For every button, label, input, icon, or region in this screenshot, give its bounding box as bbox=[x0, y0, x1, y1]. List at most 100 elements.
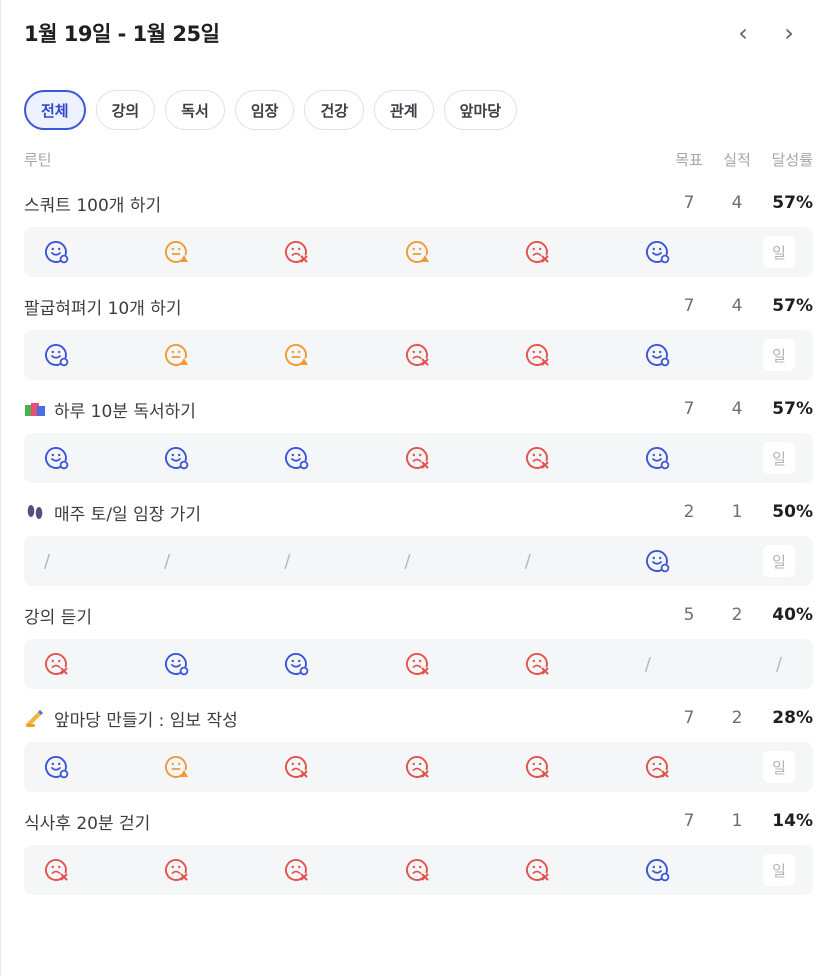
day-cell[interactable]: / bbox=[40, 551, 160, 572]
face-done-icon[interactable] bbox=[645, 857, 671, 883]
routine-header[interactable]: 매주 토/일 임장 가기 2 1 50% bbox=[24, 488, 813, 536]
sunday-box[interactable]: 일 bbox=[763, 854, 796, 886]
face-done-icon[interactable] bbox=[44, 754, 70, 780]
face-fail-icon[interactable] bbox=[164, 857, 190, 883]
sunday-box[interactable]: 일 bbox=[763, 751, 796, 783]
sunday-box[interactable]: 일 bbox=[763, 339, 796, 371]
face-fail-icon[interactable] bbox=[284, 754, 310, 780]
day-cell[interactable] bbox=[401, 342, 521, 368]
tab-6[interactable]: 앞마당 bbox=[443, 90, 518, 130]
day-cell[interactable] bbox=[401, 445, 521, 471]
sunday-box[interactable]: 일 bbox=[763, 442, 796, 474]
tab-0[interactable]: 전체 bbox=[24, 90, 86, 130]
face-done-icon[interactable] bbox=[44, 239, 70, 265]
day-cell[interactable] bbox=[160, 239, 280, 265]
face-fail-icon[interactable] bbox=[284, 857, 310, 883]
day-cell[interactable] bbox=[521, 342, 641, 368]
day-cell[interactable]: / bbox=[761, 654, 797, 675]
day-cell[interactable]: / bbox=[401, 551, 521, 572]
face-done-icon[interactable] bbox=[44, 342, 70, 368]
face-fail-icon[interactable] bbox=[525, 754, 551, 780]
day-cell[interactable] bbox=[160, 651, 280, 677]
face-partial-icon[interactable] bbox=[164, 754, 190, 780]
prev-week-button[interactable]: ‹ bbox=[738, 19, 748, 47]
face-fail-icon[interactable] bbox=[525, 239, 551, 265]
face-partial-icon[interactable] bbox=[405, 239, 431, 265]
tab-3[interactable]: 임장 bbox=[234, 90, 295, 130]
routine-header[interactable]: 하루 10분 독서하기 7 4 57% bbox=[24, 385, 813, 433]
day-cell[interactable] bbox=[401, 239, 521, 265]
day-cell[interactable]: / bbox=[521, 551, 641, 572]
face-fail-icon[interactable] bbox=[44, 857, 70, 883]
face-done-icon[interactable] bbox=[645, 548, 671, 574]
day-cell[interactable] bbox=[160, 857, 280, 883]
routine-header[interactable]: 앞마당 만들기 : 임보 작성 7 2 28% bbox=[24, 694, 813, 742]
day-cell[interactable] bbox=[40, 651, 160, 677]
face-partial-icon[interactable] bbox=[284, 342, 310, 368]
face-done-icon[interactable] bbox=[284, 445, 310, 471]
day-cell[interactable] bbox=[280, 857, 400, 883]
day-cell[interactable] bbox=[280, 754, 400, 780]
day-cell[interactable] bbox=[280, 445, 400, 471]
day-cell[interactable]: 일 bbox=[761, 751, 797, 783]
face-fail-icon[interactable] bbox=[284, 239, 310, 265]
face-fail-icon[interactable] bbox=[405, 342, 431, 368]
tab-2[interactable]: 독서 bbox=[165, 90, 225, 130]
day-cell[interactable] bbox=[641, 445, 761, 471]
day-cell[interactable] bbox=[641, 342, 761, 368]
tab-5[interactable]: 관계 bbox=[374, 90, 434, 130]
day-cell[interactable] bbox=[40, 857, 160, 883]
day-cell[interactable]: / bbox=[160, 551, 280, 572]
day-cell[interactable]: 일 bbox=[761, 236, 797, 268]
face-done-icon[interactable] bbox=[44, 445, 70, 471]
face-fail-icon[interactable] bbox=[405, 651, 431, 677]
face-fail-icon[interactable] bbox=[405, 754, 431, 780]
day-cell[interactable]: / bbox=[641, 654, 761, 675]
day-cell[interactable] bbox=[40, 342, 160, 368]
day-cell[interactable] bbox=[40, 754, 160, 780]
day-cell[interactable] bbox=[641, 239, 761, 265]
day-cell[interactable] bbox=[280, 239, 400, 265]
day-cell[interactable] bbox=[280, 342, 400, 368]
sunday-box[interactable]: 일 bbox=[763, 545, 796, 577]
day-cell[interactable] bbox=[641, 548, 761, 574]
day-cell[interactable]: 일 bbox=[761, 854, 797, 886]
day-cell[interactable] bbox=[401, 754, 521, 780]
day-cell[interactable] bbox=[40, 445, 160, 471]
day-cell[interactable] bbox=[521, 754, 641, 780]
face-done-icon[interactable] bbox=[645, 342, 671, 368]
day-cell[interactable] bbox=[641, 754, 761, 780]
face-done-icon[interactable] bbox=[164, 651, 190, 677]
face-fail-icon[interactable] bbox=[525, 857, 551, 883]
day-cell[interactable] bbox=[521, 239, 641, 265]
sunday-box[interactable]: 일 bbox=[763, 236, 796, 268]
face-done-icon[interactable] bbox=[645, 239, 671, 265]
day-cell[interactable]: 일 bbox=[761, 442, 797, 474]
day-cell[interactable] bbox=[401, 651, 521, 677]
day-cell[interactable]: 일 bbox=[761, 545, 797, 577]
routine-header[interactable]: 스쿼트 100개 하기 7 4 57% bbox=[24, 179, 813, 227]
face-done-icon[interactable] bbox=[164, 445, 190, 471]
face-fail-icon[interactable] bbox=[44, 651, 70, 677]
face-fail-icon[interactable] bbox=[525, 445, 551, 471]
day-cell[interactable] bbox=[401, 857, 521, 883]
face-fail-icon[interactable] bbox=[645, 754, 671, 780]
day-cell[interactable] bbox=[641, 857, 761, 883]
next-week-button[interactable]: › bbox=[784, 19, 794, 47]
face-fail-icon[interactable] bbox=[525, 651, 551, 677]
face-done-icon[interactable] bbox=[645, 445, 671, 471]
tab-1[interactable]: 강의 bbox=[95, 90, 156, 130]
day-cell[interactable] bbox=[280, 651, 400, 677]
day-cell[interactable] bbox=[521, 857, 641, 883]
day-cell[interactable] bbox=[521, 445, 641, 471]
tab-4[interactable]: 건강 bbox=[304, 90, 365, 130]
face-fail-icon[interactable] bbox=[525, 342, 551, 368]
face-fail-icon[interactable] bbox=[405, 445, 431, 471]
routine-header[interactable]: 강의 듣기 5 2 40% bbox=[24, 591, 813, 639]
face-partial-icon[interactable] bbox=[164, 239, 190, 265]
day-cell[interactable] bbox=[160, 445, 280, 471]
face-partial-icon[interactable] bbox=[164, 342, 190, 368]
face-fail-icon[interactable] bbox=[405, 857, 431, 883]
day-cell[interactable]: / bbox=[280, 551, 400, 572]
day-cell[interactable] bbox=[40, 239, 160, 265]
